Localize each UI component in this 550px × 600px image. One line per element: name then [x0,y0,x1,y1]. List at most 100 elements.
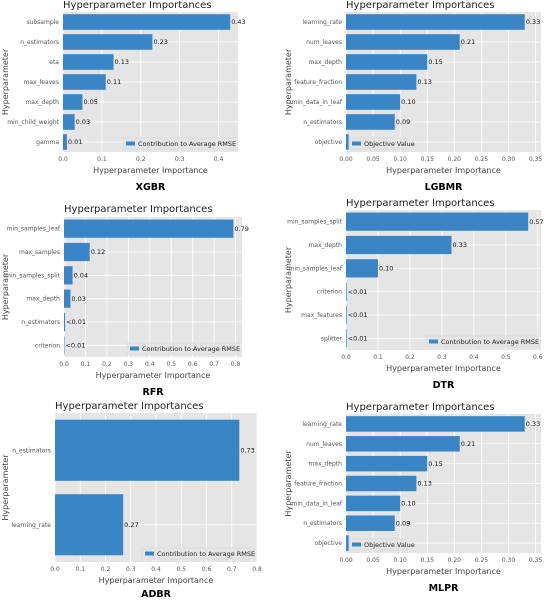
x-tick-label: 0.1 [81,361,91,368]
x-tick-label: 0.3 [437,354,447,361]
x-axis-label: Hyperparameter Importance [386,166,501,175]
bar-max-samples [64,242,90,262]
x-tick-label: 0.2 [405,354,415,361]
x-tick-label: 0.35 [529,156,543,163]
bar-min-samples-leaf [64,219,234,238]
legend: Contribution to Average RMSE [122,137,236,150]
legend-label: Contribution to Average RMSE [157,550,255,558]
bar-value-label: 0.11 [107,78,121,86]
x-tick-label: 0.4 [151,566,161,573]
legend-box [348,137,408,150]
x-tick-label: 0.1 [373,354,383,361]
bar-value-label: <0.01 [66,318,86,326]
legend-box [348,538,408,551]
x-tick-label: 0.15 [421,156,435,163]
y-tick-label: max_samples [19,249,60,256]
y-axis-label: Hyperparameter [1,48,10,115]
y-axis-label: Hyperparameter [1,454,10,521]
legend-box [141,547,255,560]
legend-box [425,335,539,348]
y-tick-label: max_depth [26,296,60,303]
bar-value-label: 0.04 [74,272,88,280]
chart-panel-adbr: Hyperparameter Importances 0.0 0.1 0.2 0.3 0.… [1,401,262,600]
x-tick-label: 0.00 [339,557,353,564]
y-tick-label: learning_rate [11,522,51,529]
chart-title: Hyperparameter Importances [346,0,495,11]
x-tick-label: 0.6 [202,566,212,573]
bar-value-label: 0.10 [401,500,415,508]
legend-label: Contribution to Average RMSE [138,140,236,148]
bar-value-label: 0.05 [83,98,97,106]
y-tick-label: max_depth [25,99,59,106]
bar-value-label: 0.03 [76,118,90,126]
bar-value-label: 0.13 [115,58,129,66]
x-axis-label: Hyperparameter Importance [386,567,501,576]
y-tick-label: criterion [35,342,60,349]
y-tick-label: n_estimators [12,447,51,454]
x-tick-label: 0.30 [502,156,516,163]
bar-learning-rate [55,494,124,556]
chart-panel-rfr: Hyperparameter Importances 0.0 0.1 0.2 0.3 0.… [1,204,249,398]
bar-num-leaves [346,436,460,452]
bar-max-leaves [63,74,106,90]
bar-value-label: 0.73 [240,446,254,454]
y-tick-label: feature_fraction [294,79,342,86]
plot-area [64,217,242,357]
y-tick-label: min_data_in_leaf [292,99,343,106]
y-axis-label: Hyperparameter [1,253,10,320]
y-tick-label: max_depth [308,242,342,249]
bar-value-label: 0.57 [529,218,543,226]
bar-value-label: 0.12 [91,248,105,256]
panel-caption: DTR [433,380,455,391]
x-tick-label: 0.5 [176,566,186,573]
legend-swatch [145,551,154,556]
legend-label: Objective Value [364,140,415,148]
x-tick-label: 0.4 [469,354,479,361]
bar-value-label: 0.33 [526,18,540,26]
y-tick-label: max_features [301,312,342,319]
x-tick-label: 0.2 [102,361,112,368]
bar-value-label: 0.43 [231,18,245,26]
x-tick-label: 0.3 [124,361,134,368]
y-axis-label: Hyperparameter [284,48,293,115]
bar-value-label: 0.03 [71,295,85,303]
y-axis-label: Hyperparameter [284,450,293,517]
y-tick-label: n_estimators [303,119,342,126]
y-tick-label: subsample [26,19,59,26]
y-tick-label: n_estimators [20,39,59,46]
y-axis-label: Hyperparameter [284,246,293,313]
bar-feature-fraction [346,74,417,90]
bar-min-samples-leaf [346,259,378,278]
y-tick-label: min_samples_leaf [289,265,343,272]
bar-min-data-in-leaf [346,495,401,512]
x-tick-label: 0.25 [475,156,489,163]
x-tick-label: 0.30 [502,557,516,564]
x-tick-label: 0.4 [214,156,224,163]
x-tick-label: 0.3 [126,566,136,573]
x-tick-label: 0.8 [252,566,262,573]
bar-min-child-weight [63,114,75,130]
y-tick-label: learning_rate [302,19,342,26]
legend: Contribution to Average RMSE [425,335,539,348]
bar-value-label: <0.01 [348,288,368,296]
legend-label: Objective Value [364,541,415,549]
x-tick-label: 0.10 [393,557,407,564]
bar-gamma [63,134,67,150]
bar-value-label: 0.15 [428,460,442,468]
y-tick-label: eta [49,59,59,66]
x-tick-label: 0.35 [529,557,543,564]
legend-label: Contribution to Average RMSE [441,338,539,346]
x-tick-label: 0.1 [97,156,107,163]
bar-value-label: 0.21 [461,440,475,448]
bar-value-label: 0.13 [417,78,431,86]
bar-objective [346,535,349,551]
bar-learning-rate [346,14,525,30]
bar-value-label: 0.33 [452,241,466,249]
bar-splitter [346,329,347,348]
x-tick-label: 0.0 [50,566,60,573]
x-tick-label: 0.3 [175,156,185,163]
bar-value-label: 0.79 [234,225,248,233]
x-tick-label: 0.5 [501,354,511,361]
y-tick-label: max_depth [308,461,342,468]
